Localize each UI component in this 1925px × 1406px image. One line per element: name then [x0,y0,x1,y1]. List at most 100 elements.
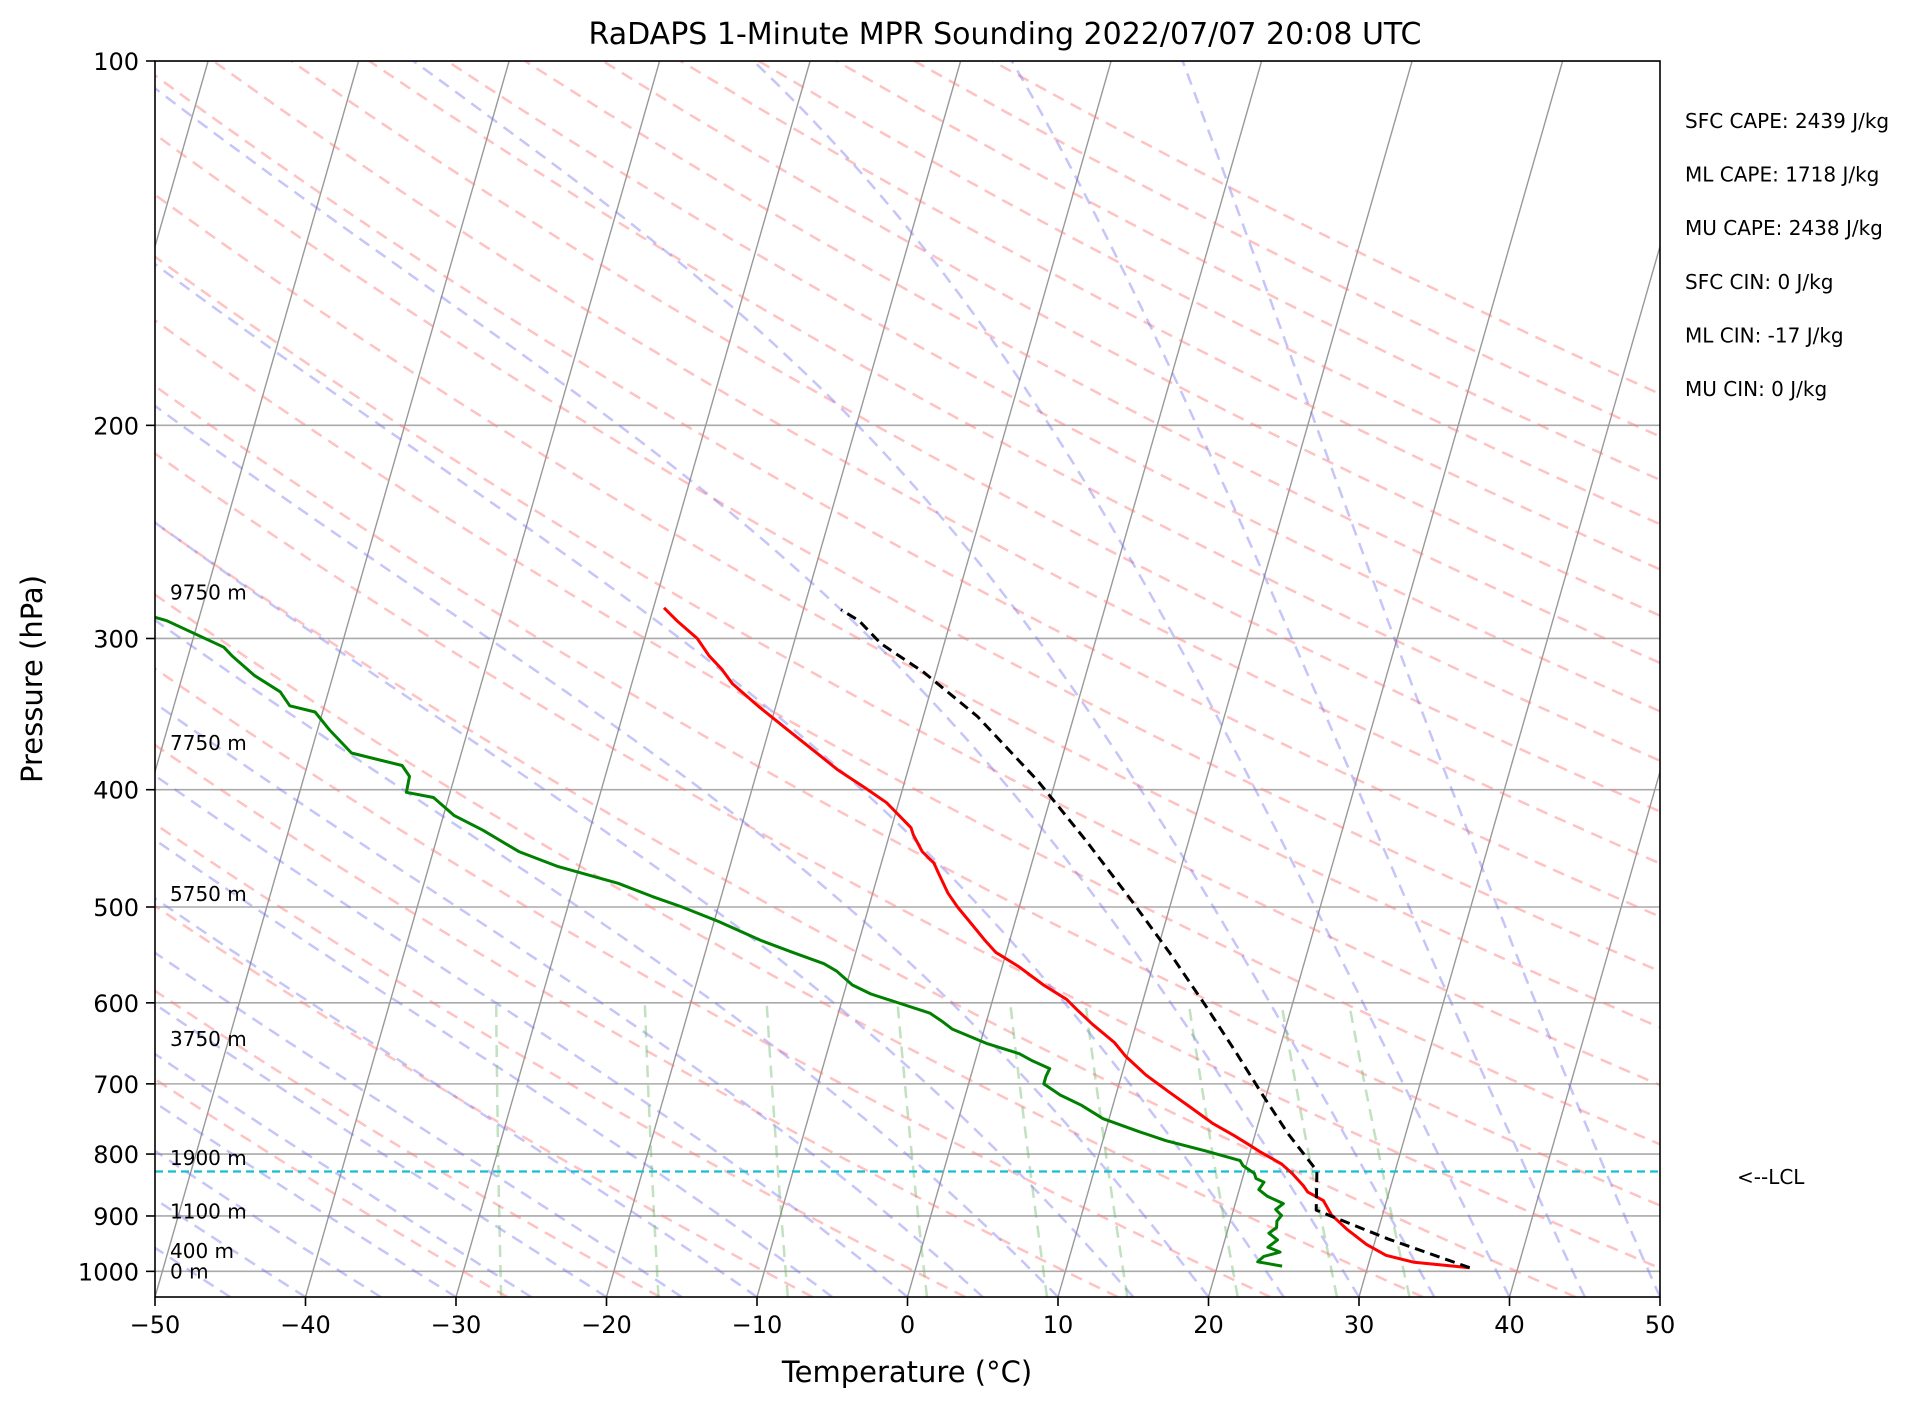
y-tick-label: 200 [93,412,139,440]
y-tick-label: 800 [93,1141,139,1169]
x-tick-label: 50 [1645,1311,1676,1339]
moist-adiabat-line [155,951,683,1297]
dry-adiabat-line [155,593,1424,1297]
height-label: 400 m [170,1239,234,1263]
dry-adiabat-line [368,61,1660,763]
moist-adiabat-line [155,701,984,1297]
height-label: 5750 m [170,882,247,906]
height-label: 1100 m [170,1199,247,1223]
y-tick-label: 900 [93,1203,139,1231]
x-tick-label: 30 [1344,1311,1375,1339]
moist-adiabat-line [155,618,1059,1297]
isotherm-line [605,61,962,1297]
y-tick-label: 400 [93,777,139,805]
mixing-ratio-line [1347,1002,1411,1297]
parcel-path-trace [840,608,1471,1270]
dry-adiabat-line [212,61,1660,865]
lcl-label: <--LCL [1737,1165,1805,1189]
moist-adiabat-line [155,774,909,1297]
moist-adiabat-line [155,521,1135,1297]
x-tick-label: −50 [130,1311,181,1339]
mixing-ratio-line [1084,1002,1129,1297]
x-tick-label: −10 [732,1311,783,1339]
temperature-trace [662,606,1470,1270]
mixing-ratio-line [494,1002,503,1297]
isotherm-line [1057,61,1413,1297]
dry-adiabat-line [155,452,1660,1270]
x-tick-label: −40 [280,1311,331,1339]
isotherm-line [756,61,1112,1297]
dry-adiabat-line [602,61,1660,618]
dry-adiabat-line [155,384,1660,1207]
plot-data-lines [155,606,1660,1270]
y-tick-label: 1000 [78,1258,139,1286]
stat-text: MU CIN: 0 J/kg [1685,377,1827,401]
height-label: 3750 m [170,1027,247,1051]
y-tick-label: 300 [93,625,139,653]
mixing-ratio-line [765,1002,790,1297]
moist-adiabat-line [155,838,834,1297]
axes: −50 −40 −30 −20 −10 0 10 20 30 40 50 100 200 300 400 50… [78,48,1675,1339]
stats-panel: SFC CAPE: 2439 J/kg ML CAPE: 1718 J/kg MU … [1685,109,1889,401]
moist-adiabat-line [155,1002,608,1297]
dry-adiabat-line [155,318,1660,1146]
x-tick-label: 20 [1193,1311,1224,1339]
chart-title: RaDAPS 1-Minute MPR Sounding 2022/07/07 … [589,17,1422,52]
stat-text: ML CAPE: 1718 J/kg [1685,163,1879,187]
plot-background-lines [155,61,1660,1297]
y-tick-label: 600 [93,990,139,1018]
moist-adiabat-line [155,404,1210,1297]
moist-adiabat-line [1010,61,1586,1297]
isotherm-line [155,61,510,1297]
isotherm-line [1659,1294,1660,1297]
x-tick-label: −30 [431,1311,482,1339]
moist-adiabat-line [155,1149,382,1297]
dry-adiabat-line [155,132,1660,973]
y-tick-label: 100 [93,48,139,76]
moist-adiabat-line [155,262,1285,1297]
moist-adiabat-line [155,1101,457,1297]
dry-adiabat-line [155,1077,509,1297]
x-tick-label: 40 [1494,1311,1525,1339]
isotherm-line [304,61,661,1297]
dewpoint-trace [155,615,1285,1268]
dry-adiabat-line [446,61,1660,713]
stat-text: ML CIN: -17 J/kg [1685,323,1844,347]
isotherm-line [1508,769,1660,1297]
dry-adiabat-line [155,667,1272,1297]
mixing-ratio-line [1008,1002,1049,1297]
dry-adiabat-line [913,61,1660,438]
x-tick-label: 10 [1043,1311,1074,1339]
dry-adiabat-line [835,61,1660,482]
dry-adiabat-line [290,61,1660,813]
y-tick-label: 700 [93,1071,139,1099]
isotherm-line [1207,61,1564,1297]
mixing-ratio-line [896,1002,929,1297]
height-label: 9750 m [170,581,247,605]
x-tick-label: −20 [581,1311,632,1339]
dry-adiabat-line [155,255,1660,1087]
y-axis-label: Pressure (hPa) [15,575,49,783]
mixing-ratio-line [1280,1002,1339,1297]
x-axis-label: Temperature (°C) [781,1355,1032,1389]
dry-adiabat-line [155,73,1660,919]
stat-text: SFC CIN: 0 J/kg [1685,270,1833,294]
mixing-ratio-line [1187,1002,1239,1297]
dry-adiabat-line [680,61,1660,571]
x-tick-label: 0 [900,1311,915,1339]
dry-adiabat-line [155,822,966,1297]
height-label: 7750 m [170,731,247,755]
dry-adiabat-line [524,61,1660,665]
moist-adiabat-line [155,1052,532,1297]
dry-adiabat-line [155,193,1660,1029]
mixing-ratio-line [643,1002,660,1297]
moist-adiabat-line [1181,61,1660,1297]
height-label: 1900 m [170,1146,247,1170]
dry-adiabat-line [991,61,1660,396]
stat-text: SFC CAPE: 2439 J/kg [1685,109,1889,133]
moist-adiabat-line [412,61,1436,1297]
moist-adiabat-line [155,896,758,1297]
moist-adiabat-line [155,86,1361,1297]
height-label: 0 m [170,1259,209,1283]
